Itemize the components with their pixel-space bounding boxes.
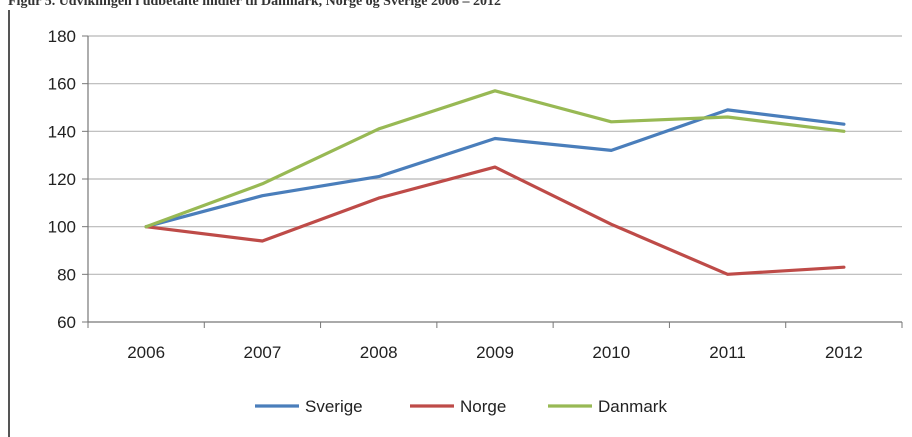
x-tick-labels: 2006 2007 2008 2009 2010 2011 2012 [127, 343, 863, 362]
y-tick-label: 140 [48, 122, 76, 141]
y-tick-labels: 60 80 100 120 140 160 180 [48, 27, 76, 332]
gridlines [88, 35, 902, 275]
figure-title: Figur 5. Udviklingen i udbetalte midler … [8, 0, 501, 9]
series-lines [144, 89, 846, 276]
series-line-sverige [144, 108, 846, 229]
y-tick-label: 100 [48, 218, 76, 237]
x-tick-label: 2010 [592, 343, 630, 362]
y-tick-label: 180 [48, 27, 76, 46]
chart-frame [8, 10, 908, 437]
series-line-norge [144, 165, 846, 276]
x-tick-label: 2012 [825, 343, 863, 362]
y-tick-label: 80 [57, 265, 76, 284]
y-tick-label: 60 [57, 313, 76, 332]
x-tick-label: 2009 [476, 343, 514, 362]
x-tick-label: 2007 [244, 343, 282, 362]
axes [82, 35, 903, 328]
series-line-danmark [144, 89, 846, 229]
x-tick-label: 2008 [360, 343, 398, 362]
legend-label-norge: Norge [460, 397, 506, 416]
y-tick-label: 120 [48, 170, 76, 189]
legend-label-sverige: Sverige [305, 397, 363, 416]
legend: Sverige Norge Danmark [255, 397, 667, 416]
y-tick-label: 160 [48, 75, 76, 94]
legend-label-danmark: Danmark [598, 397, 667, 416]
x-tick-label: 2006 [127, 343, 165, 362]
x-tick-label: 2011 [709, 343, 746, 362]
